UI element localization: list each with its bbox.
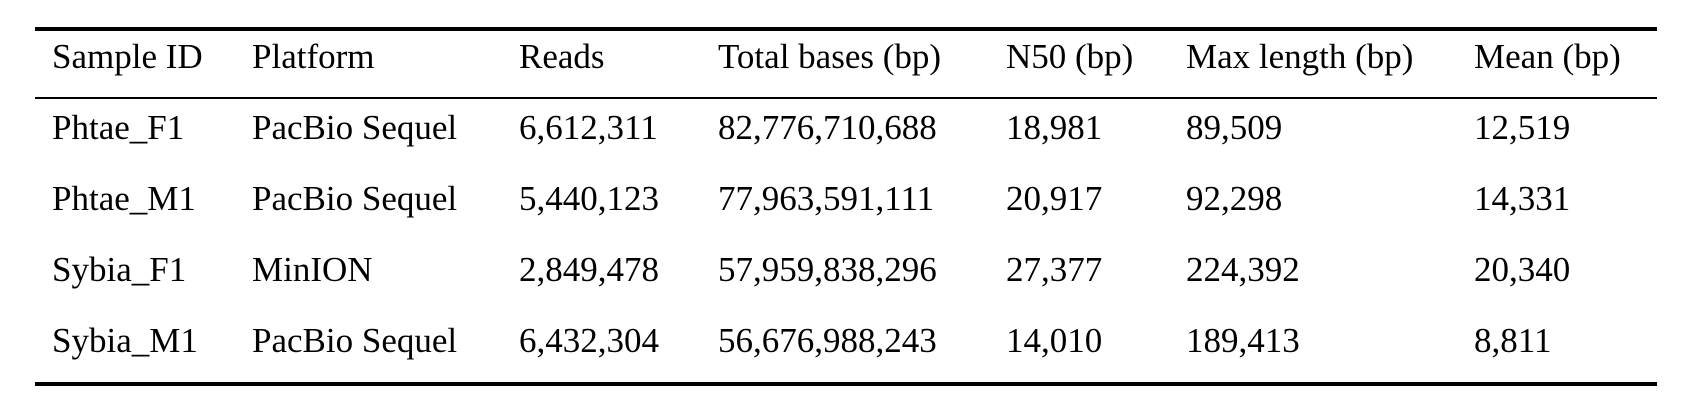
table-cell: Sybia_F1 (52, 250, 187, 289)
table-cell: 20,917 (1006, 179, 1103, 218)
bottom-rule (35, 382, 1657, 386)
table-cell: 27,377 (1006, 250, 1103, 289)
header-cell: Sample ID (52, 37, 203, 76)
header-cell: Mean (bp) (1474, 37, 1621, 76)
table-cell: PacBio Sequel (252, 179, 458, 218)
table-cell: 2,849,478 (519, 250, 659, 289)
table-cell: 224,392 (1186, 250, 1300, 289)
table-cell: 6,432,304 (519, 321, 659, 360)
header-rule (35, 97, 1657, 99)
table-cell: 82,776,710,688 (718, 108, 937, 147)
table-cell: 6,612,311 (519, 108, 658, 147)
table-cell: 5,440,123 (519, 179, 659, 218)
table-cell: 14,331 (1474, 179, 1571, 218)
table-cell: 8,811 (1474, 321, 1552, 360)
table-cell: 189,413 (1186, 321, 1300, 360)
header-cell: Max length (bp) (1186, 37, 1414, 76)
table-cell: MinION (252, 250, 373, 289)
header-cell: N50 (bp) (1006, 37, 1134, 76)
table-cell: 14,010 (1006, 321, 1103, 360)
table-cell: 77,963,591,111 (718, 179, 935, 218)
table-cell: 92,298 (1186, 179, 1283, 218)
table-cell: Sybia_M1 (52, 321, 198, 360)
header-cell: Total bases (bp) (718, 37, 942, 76)
table-cell: 89,509 (1186, 108, 1283, 147)
table-cell: 18,981 (1006, 108, 1103, 147)
table-cell: PacBio Sequel (252, 321, 458, 360)
table-cell: 20,340 (1474, 250, 1571, 289)
table-cell: Phtae_F1 (52, 108, 185, 147)
table-cell: 57,959,838,296 (718, 250, 937, 289)
table-cell: Phtae_M1 (52, 179, 196, 218)
header-cell: Platform (252, 37, 375, 76)
table-cell: 12,519 (1474, 108, 1571, 147)
header-cell: Reads (519, 37, 605, 76)
table-cell: 56,676,988,243 (718, 321, 937, 360)
table-cell: PacBio Sequel (252, 108, 458, 147)
top-rule (35, 27, 1657, 31)
